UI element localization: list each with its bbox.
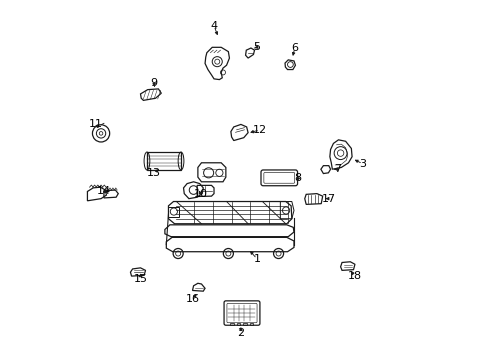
- Text: 3: 3: [359, 159, 366, 169]
- Text: 5: 5: [253, 42, 260, 52]
- Text: 18: 18: [347, 271, 361, 281]
- Text: 1: 1: [253, 254, 260, 264]
- Text: 15: 15: [133, 274, 147, 284]
- Text: 7: 7: [333, 164, 341, 174]
- Text: 8: 8: [294, 173, 301, 183]
- Text: 11: 11: [88, 120, 102, 129]
- Text: 14: 14: [97, 186, 111, 197]
- Text: 2: 2: [237, 328, 244, 338]
- Text: 13: 13: [147, 168, 161, 178]
- Text: 6: 6: [291, 43, 298, 53]
- Text: 10: 10: [193, 189, 207, 199]
- Text: 16: 16: [185, 294, 199, 304]
- Text: 12: 12: [252, 125, 266, 135]
- Text: 4: 4: [210, 21, 217, 31]
- Text: 17: 17: [321, 194, 335, 204]
- Text: 9: 9: [150, 78, 157, 88]
